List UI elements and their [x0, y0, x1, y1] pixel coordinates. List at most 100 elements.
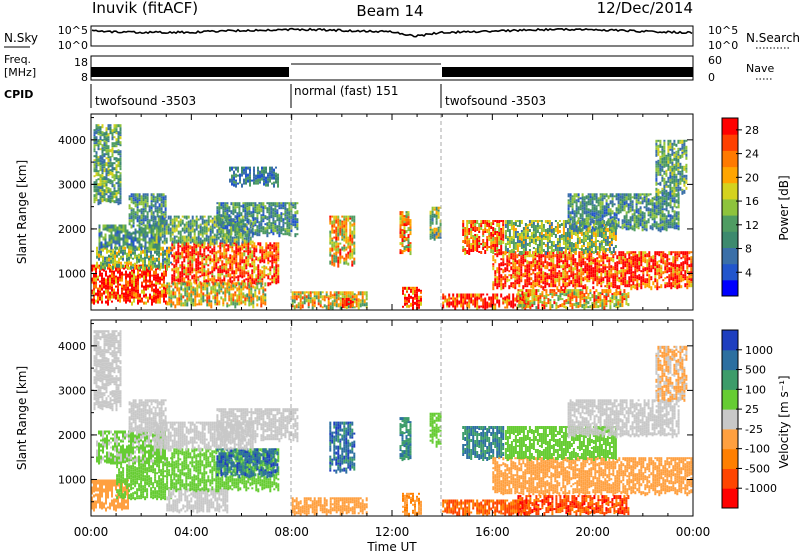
echo-cell: [556, 262, 559, 267]
echo-cell: [211, 217, 214, 220]
echo-cell: [275, 250, 278, 253]
echo-cell: [100, 255, 102, 258]
echo-cell: [660, 257, 663, 260]
echo-cell: [137, 291, 139, 294]
echo-cell: [227, 273, 230, 278]
echo-cell: [564, 254, 567, 259]
echo-cell: [105, 189, 108, 194]
echo-cell: [121, 279, 123, 282]
echo-cell: [170, 251, 172, 255]
echo-cell: [274, 202, 277, 206]
echo-cell: [286, 223, 289, 228]
echo-cell: [215, 279, 218, 282]
echo-cell: [117, 139, 120, 144]
echo-cell: [104, 233, 107, 236]
echo-cell: [180, 286, 183, 291]
echo-cell: [179, 264, 182, 267]
echo-cell: [243, 166, 245, 169]
echo-cell: [500, 230, 503, 234]
echo-cell: [199, 267, 202, 270]
echo-cell: [136, 193, 139, 198]
echo-cell: [277, 269, 280, 273]
echo-cell: [486, 239, 489, 242]
echo-cell: [351, 263, 354, 267]
echo-cell: [93, 267, 95, 271]
echo-cell: [624, 278, 627, 281]
echo-cell: [189, 245, 192, 250]
echo-cell: [568, 254, 571, 257]
echo-cell: [288, 209, 291, 212]
echo-cell: [237, 166, 239, 170]
echo-cell: [130, 215, 133, 220]
echo-cell: [339, 227, 342, 230]
echo-cell: [158, 197, 161, 202]
echo-band: [462, 220, 505, 255]
echo-cell: [107, 145, 110, 150]
echo-cell: [564, 286, 567, 291]
echo-cell: [247, 176, 249, 180]
echo-cell: [616, 263, 619, 268]
echo-cell: [329, 220, 332, 223]
echo-cell: [225, 254, 228, 259]
echo-cell: [152, 260, 154, 265]
echo-cell: [201, 262, 204, 265]
echo-cell: [197, 251, 200, 256]
echo-cell: [266, 211, 269, 214]
echo-cell: [154, 264, 156, 268]
echo-cell: [105, 176, 108, 181]
echo-cell: [211, 275, 214, 278]
echo-cell: [628, 253, 631, 257]
echo-cell: [646, 281, 649, 284]
echo-cell: [217, 250, 220, 254]
echo-cell: [101, 166, 104, 169]
echo-cell: [155, 226, 158, 229]
echo-cell: [187, 255, 190, 259]
echo-cell: [220, 214, 223, 218]
echo-cell: [262, 295, 265, 300]
echo-cell: [254, 206, 257, 209]
echo-cell: [91, 301, 93, 304]
echo-cell: [626, 267, 629, 271]
echo-cell: [329, 217, 332, 221]
echo-cell: [229, 277, 232, 281]
echo-cell: [152, 198, 155, 201]
echo-cell: [258, 208, 261, 212]
echo-cell: [296, 223, 299, 228]
echo-cell: [235, 183, 237, 188]
echo-cell: [132, 243, 135, 247]
echo-cell: [182, 302, 185, 305]
echo-cell: [596, 272, 599, 277]
echo-cell: [286, 232, 289, 236]
echo-cell: [614, 268, 617, 271]
echo-cell: [598, 268, 601, 271]
echo-cell: [512, 225, 515, 228]
echo-cell: [250, 298, 253, 303]
echo-cell: [271, 244, 274, 248]
echo-cell: [117, 291, 119, 295]
echo-cell: [558, 260, 561, 264]
echo-cell: [476, 304, 479, 307]
echo-cell: [242, 219, 245, 223]
echo-cell: [224, 215, 227, 218]
echo-cell: [343, 295, 346, 300]
echo-cell: [620, 272, 623, 275]
echo-cell: [514, 262, 517, 267]
echo-cell: [277, 272, 280, 276]
echo-cell: [680, 262, 683, 267]
echo-cell: [146, 204, 149, 208]
echo-cell: [335, 226, 338, 231]
echo-cell: [149, 293, 151, 297]
echo-cell: [608, 279, 611, 283]
echo-cell: [472, 235, 475, 237]
echo-cell: [222, 229, 225, 234]
echo-cell: [224, 233, 227, 238]
echo-cell: [259, 269, 262, 274]
echo-cell: [282, 227, 285, 232]
echo-cell: [256, 214, 259, 218]
echo-cell: [189, 238, 192, 242]
echo-cell: [97, 147, 100, 151]
echo-cell: [638, 269, 641, 272]
echo-cell: [249, 178, 251, 183]
echo-cell: [329, 291, 332, 296]
